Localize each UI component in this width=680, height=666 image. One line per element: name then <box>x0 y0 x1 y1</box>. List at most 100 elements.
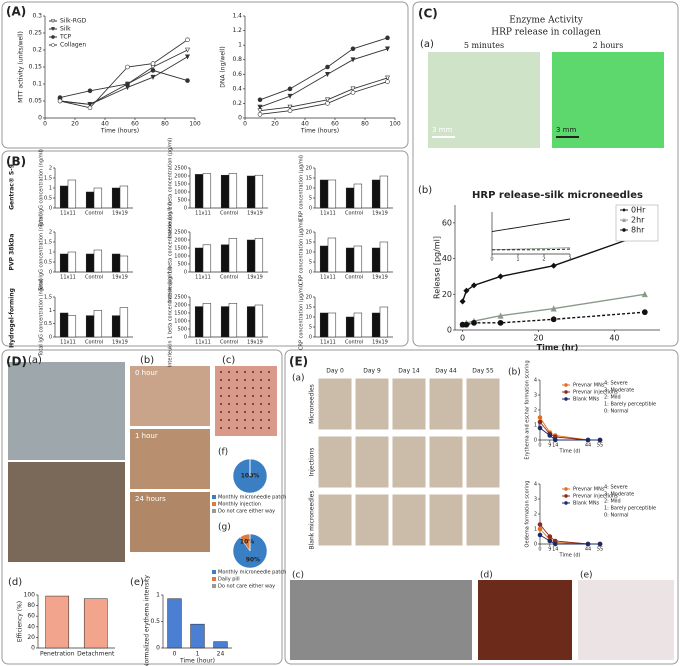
legend-label: Do not care either way <box>218 509 275 515</box>
y-tick-label: 0.5 <box>150 618 160 625</box>
marker <box>585 437 591 443</box>
bar <box>45 595 70 649</box>
y-tick-label: 10 <box>306 186 312 192</box>
photo-dot <box>236 411 238 413</box>
x-tick-label: Detachment <box>77 651 115 658</box>
photo-dot <box>228 371 230 373</box>
marker <box>287 93 293 99</box>
y-tick-label: 60 <box>442 218 452 227</box>
photo <box>290 580 472 660</box>
bar <box>319 245 329 273</box>
photo-dot <box>236 387 238 389</box>
x-tick-label: 0 <box>460 334 465 343</box>
bar <box>85 253 95 273</box>
y-tick-label: 3 <box>534 497 537 503</box>
photo-dot <box>252 387 254 389</box>
y-tick-label: 1 <box>238 42 242 49</box>
x-tick-label: 19x19 <box>372 275 388 281</box>
photo-dot <box>244 419 246 421</box>
series-line <box>492 248 571 251</box>
legend-swatch <box>212 570 216 574</box>
marker <box>597 541 603 547</box>
photo-dot <box>228 379 230 381</box>
legend-label: Prevnar injections <box>573 494 618 500</box>
bar <box>119 307 129 338</box>
figure-label: (b) <box>508 368 521 378</box>
figure-label: (g) <box>218 523 231 533</box>
photo-dot <box>260 371 262 373</box>
bar <box>254 238 264 273</box>
y-tick-label: 1.5 <box>44 295 52 301</box>
x-tick-label: 40 <box>609 334 619 343</box>
marker <box>585 541 591 547</box>
marker <box>547 538 553 544</box>
photo-dot <box>252 379 254 381</box>
marker <box>385 75 390 81</box>
x-tick-label: 24 <box>217 651 225 658</box>
y-tick-label: 0 <box>184 206 187 212</box>
marker <box>287 108 293 114</box>
x-axis-label: Time (hour) <box>179 658 215 665</box>
y-tick-label: 0.15 <box>29 64 43 71</box>
x-tick-label: 20 <box>533 334 543 343</box>
figure-label: Microneedles <box>309 384 316 424</box>
marker <box>537 415 543 420</box>
figure-label: (e) <box>130 577 144 588</box>
marker <box>185 47 190 53</box>
photo-dot <box>260 395 262 397</box>
y-axis-label: Efficiency (%) <box>17 601 24 642</box>
bar <box>93 249 103 273</box>
bar <box>371 179 381 209</box>
y-tick-label: 0.5 <box>44 321 52 327</box>
y-tick-label: 10 <box>306 315 312 321</box>
photo-dot <box>236 419 238 421</box>
y-tick-label: 1.5 <box>44 176 52 182</box>
marker <box>385 46 390 52</box>
legend-label: Prevnar MNs <box>573 383 605 389</box>
photo <box>428 52 540 148</box>
bar <box>202 173 212 209</box>
figure-label: 1 hour <box>135 432 158 440</box>
bar <box>228 303 238 338</box>
marker <box>597 437 603 443</box>
bar <box>379 306 389 338</box>
panel-frame <box>1 349 283 665</box>
legend-label: Blank MNs <box>573 397 600 403</box>
photo-dot <box>268 395 270 397</box>
y-tick-label: 1 <box>49 186 52 192</box>
y-tick-label: 1 <box>49 250 52 256</box>
figure-label: Gentrac® S-9 <box>9 164 16 210</box>
figure-label: 3 mm <box>556 126 576 134</box>
photo-dot <box>260 427 262 429</box>
marker <box>350 46 356 52</box>
bar <box>353 183 363 209</box>
figure-label: (b) <box>140 355 154 366</box>
figure-label: PVP 38kDa <box>9 234 16 271</box>
figure-label: (b) <box>418 185 432 196</box>
bar <box>83 598 108 649</box>
bar <box>345 187 355 209</box>
x-tick-label: 60 <box>131 121 139 128</box>
marker <box>350 86 356 92</box>
marker <box>537 532 543 538</box>
series-line <box>259 77 388 112</box>
marker <box>150 68 156 73</box>
x-tick-label: 0 <box>43 121 47 128</box>
y-tick-label: 1.5 <box>44 240 52 246</box>
x-tick-label: 40 <box>301 121 309 128</box>
photo-dot <box>260 387 262 389</box>
x-tick-label: 11x11 <box>195 275 211 281</box>
x-tick-label: 40 <box>101 121 109 128</box>
y-tick-label: 2000 <box>174 238 187 244</box>
bar <box>67 315 77 338</box>
marker <box>550 262 557 269</box>
x-tick-label: Control <box>85 275 103 281</box>
scale-label: 0: Normal <box>604 513 629 519</box>
legend-swatch <box>212 584 216 588</box>
photo-dot <box>260 403 262 405</box>
y-tick-label: 0.25 <box>29 30 43 37</box>
legend-marker <box>51 43 55 47</box>
x-tick-label: Control <box>220 211 238 217</box>
y-tick-label: 0 <box>38 115 42 122</box>
